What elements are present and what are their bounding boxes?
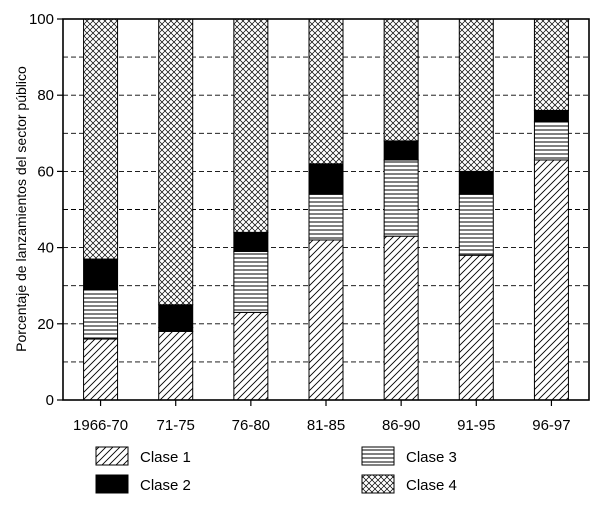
- bar-segment: [233, 250, 269, 313]
- bar-segment: [233, 18, 269, 233]
- legend-swatch: [361, 474, 395, 494]
- bar-segment: [458, 18, 494, 172]
- legend-label: Clase 2: [140, 477, 191, 494]
- bar-segment: [308, 18, 344, 165]
- y-tick-label: 80: [37, 87, 54, 104]
- y-tick-label: 60: [37, 163, 54, 180]
- bar-segment: [83, 258, 119, 291]
- bar-segment: [158, 327, 194, 332]
- bar-segment: [233, 231, 269, 252]
- y-tick-label: 20: [37, 316, 54, 333]
- legend-swatch: [361, 446, 395, 466]
- bar-segment: [158, 18, 194, 306]
- x-tick-label: 81-85: [307, 417, 345, 434]
- bar-segment: [383, 18, 419, 142]
- y-tick-label: 100: [29, 11, 54, 28]
- legend: Clase 1 Clase 2 Clase 3 Clase 4: [95, 446, 457, 494]
- bar-segment: [383, 140, 419, 161]
- bars: [83, 18, 569, 401]
- y-tick-label: 0: [46, 392, 54, 409]
- bar-segment: [458, 193, 494, 256]
- bar-segment: [233, 311, 269, 401]
- y-axis-title: Porcentaje de lanzamientos del sector pú…: [13, 66, 29, 352]
- legend-item: Clase 2: [95, 474, 191, 494]
- x-tick-label: 76-80: [232, 417, 270, 434]
- bar-segment: [533, 18, 569, 111]
- x-tick-label: 86-90: [382, 417, 420, 434]
- bar-segment: [158, 330, 194, 401]
- legend-label: Clase 1: [140, 449, 191, 466]
- bar-segment: [383, 235, 419, 401]
- x-tick-label: 91-95: [457, 417, 495, 434]
- legend-label: Clase 3: [406, 449, 457, 466]
- legend-swatch: [95, 474, 129, 494]
- x-tick-label: 96-97: [532, 417, 570, 434]
- legend-item: Clase 4: [361, 474, 457, 494]
- bar-segment: [533, 121, 569, 161]
- bar-segment: [533, 109, 569, 123]
- y-tick-label: 40: [37, 240, 54, 257]
- legend-label: Clase 4: [406, 477, 457, 494]
- bar-segment: [83, 289, 119, 340]
- bar-segment: [383, 159, 419, 237]
- x-tick-label: 1966-70: [73, 417, 128, 434]
- bar-segment: [83, 338, 119, 401]
- legend-item: Clase 1: [95, 446, 191, 466]
- bar-segment: [533, 159, 569, 401]
- y-axis-ticks: 0 20 40 60 80 100: [29, 11, 63, 409]
- x-axis-labels: 1966-70 71-75 76-80 81-85 86-90 91-95 96-97: [73, 400, 571, 434]
- legend-swatch: [95, 446, 129, 466]
- bar-segment: [308, 193, 344, 241]
- bar-segment: [308, 239, 344, 401]
- bar-segment: [83, 18, 119, 260]
- bar-segment: [458, 170, 494, 195]
- bar-segment: [308, 163, 344, 195]
- bar-segment: [458, 254, 494, 401]
- x-tick-label: 71-75: [157, 417, 195, 434]
- bar-segment: [158, 304, 194, 329]
- legend-item: Clase 3: [361, 446, 457, 466]
